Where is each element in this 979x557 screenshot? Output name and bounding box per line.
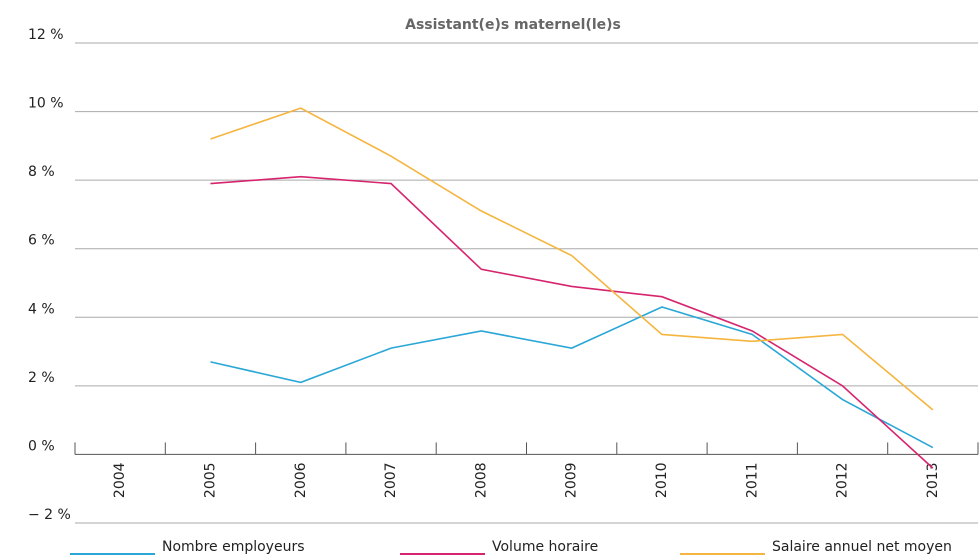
x-tick-label: 2004 — [112, 462, 128, 498]
chart-title: Assistant(e)s maternel(le)s — [405, 17, 621, 33]
y-tick-label: 6 % — [28, 233, 55, 249]
y-tick-label: 4 % — [28, 301, 55, 317]
y-tick-label: − 2 % — [28, 507, 71, 523]
x-tick-label: 2011 — [744, 462, 760, 498]
x-tick-label: 2010 — [654, 462, 670, 498]
x-tick-label: 2013 — [925, 462, 941, 498]
x-tick-label: 2005 — [202, 462, 218, 498]
x-tick-label: 2009 — [564, 462, 580, 498]
legend-label: Volume horaire — [492, 539, 598, 555]
y-tick-label: 8 % — [28, 164, 55, 180]
legend-label: Salaire annuel net moyen — [772, 539, 952, 555]
series-line — [210, 306, 934, 449]
x-tick-label: 2012 — [835, 462, 851, 498]
y-tick-label: 12 % — [28, 27, 64, 43]
x-tick-label: 2008 — [473, 462, 489, 498]
y-tick-label: 10 % — [28, 96, 64, 112]
x-tick-label: 2006 — [293, 462, 309, 498]
legend-label: Nombre employeurs — [162, 539, 305, 555]
series-line — [210, 107, 934, 411]
y-tick-label: 2 % — [28, 370, 55, 386]
x-tick-label: 2007 — [383, 462, 399, 498]
series-line — [210, 175, 934, 469]
y-tick-label: 0 % — [28, 438, 55, 454]
